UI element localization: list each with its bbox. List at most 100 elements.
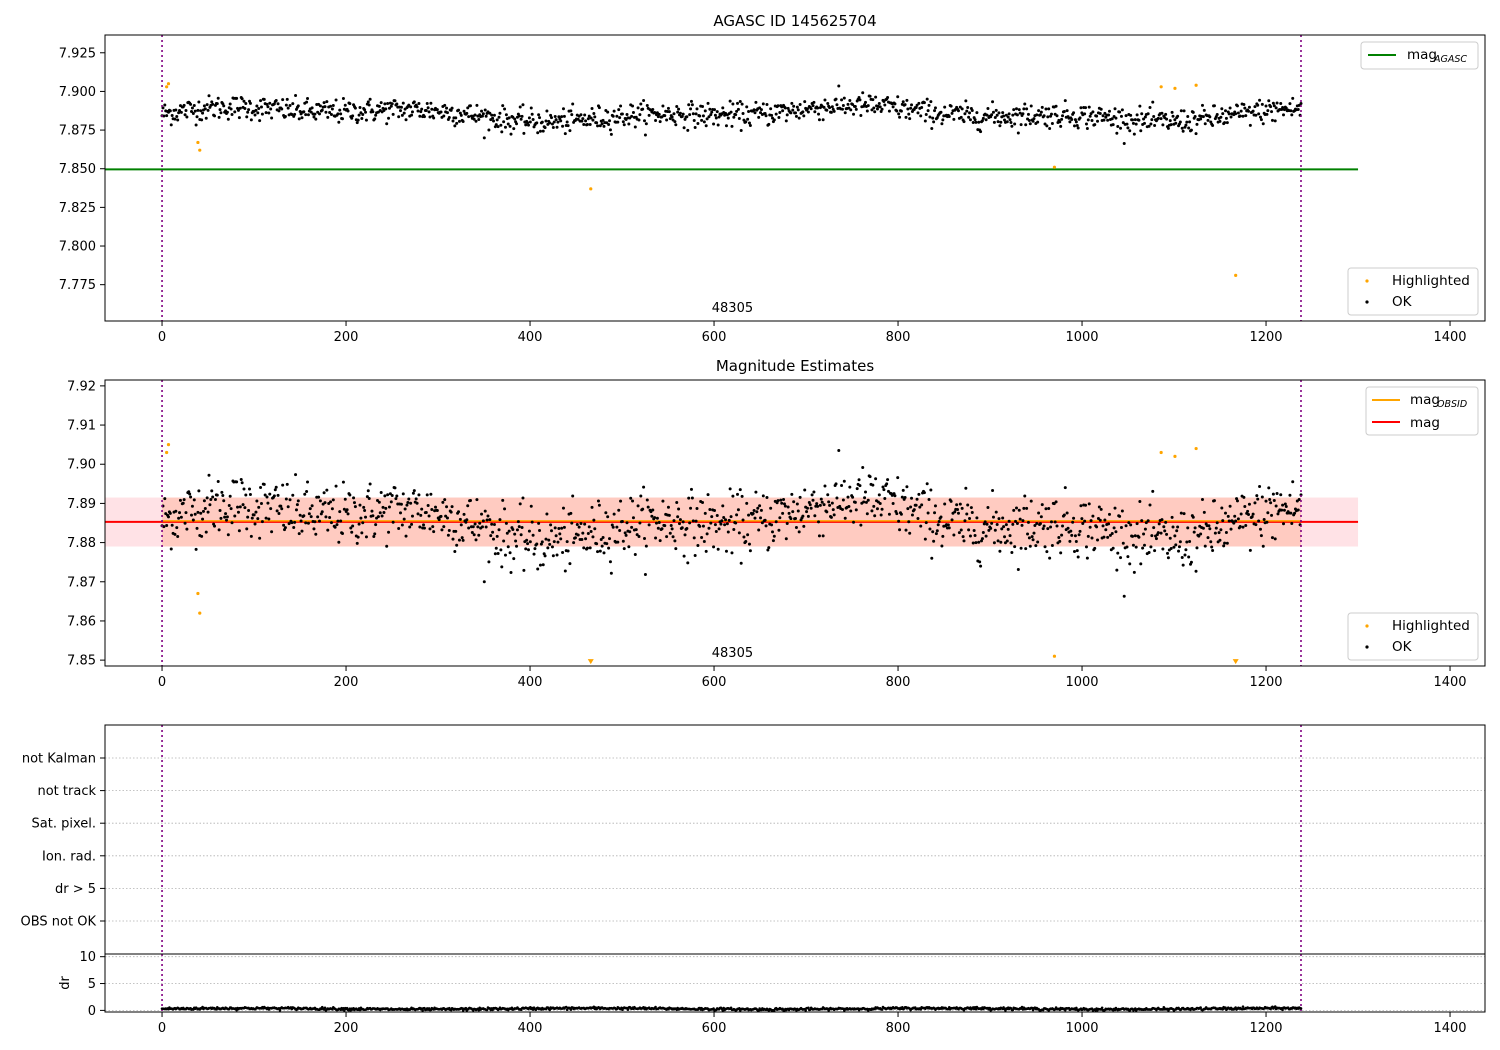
ok-point [394,497,398,501]
ok-point [1009,120,1013,124]
ok-point [384,506,388,510]
ok-point [1140,112,1144,116]
ok-point [1290,113,1294,117]
y-tick-label: 5 [88,977,96,992]
ok-point [373,117,377,121]
ok-point [689,99,693,103]
highlighted-point [198,148,202,152]
ok-point [702,120,706,124]
ok-point [1201,115,1205,119]
ok-point [722,516,726,520]
ok-point [666,505,670,509]
ok-point [915,497,919,501]
ok-point [819,497,823,501]
ok-point [912,508,916,512]
ok-point [1272,498,1276,502]
highlighted-point [165,450,169,455]
ok-point [644,544,648,548]
ok-point [559,537,563,541]
ok-point [973,534,977,538]
ok-point [794,111,798,115]
ok-point [715,110,719,114]
ok-point [1043,122,1047,126]
ok-point [794,114,798,118]
ok-point [619,499,623,503]
ok-point [401,101,405,105]
ok-point [364,118,368,122]
ok-point [794,525,798,529]
ok-point [236,510,240,514]
ok-point [296,499,300,503]
ok-point [351,114,355,118]
ok-point [858,484,862,488]
ok-point [480,114,484,118]
ok-point [931,116,935,120]
ok-point [185,115,189,119]
ok-point [709,521,713,525]
ok-point [538,563,542,567]
ok-point [919,524,923,528]
ok-point [1270,513,1274,517]
ok-point [360,531,364,535]
ok-point [1137,535,1141,539]
ok-point [1142,121,1146,125]
ok-point [1023,102,1027,106]
ok-point [339,519,343,523]
ok-point [420,107,424,111]
ok-point [280,107,284,111]
ok-point [1172,545,1176,549]
ok-point [399,109,403,113]
ok-point [990,521,994,525]
ok-point [1080,517,1084,521]
ok-point [455,121,459,125]
ok-point [1011,113,1015,117]
ok-point [218,508,222,512]
ok-point [435,508,439,512]
ok-point [381,505,385,509]
ok-point [230,113,234,117]
panel-agasc-obsid-label: 48305 [712,301,753,316]
flag-label: not track [37,784,96,799]
ok-point [1248,123,1252,127]
ok-point [719,522,723,526]
ok-point [1081,521,1085,525]
ok-point [694,519,698,523]
ok-point [531,117,535,121]
ok-point [968,118,972,122]
ok-point [702,540,706,544]
ok-point [729,515,733,519]
ok-point [1157,522,1161,526]
ok-point [1086,534,1090,538]
ok-point [487,560,491,564]
ok-point [239,477,243,481]
ok-point [228,494,232,498]
ok-point [1014,107,1018,111]
ok-point [790,101,794,105]
ok-point [508,551,512,555]
ok-point [189,495,193,499]
ok-point [512,557,516,561]
ok-point [446,533,450,537]
ok-point [400,523,404,527]
highlighted-point [1052,654,1057,658]
ok-point [930,556,934,560]
ok-point [313,520,317,524]
ok-point [246,515,250,519]
ok-point [1199,532,1203,536]
ok-point [553,115,557,119]
ok-point [486,514,490,518]
ok-point [705,532,709,536]
ok-point [840,98,844,102]
dr-point [880,1008,884,1011]
ok-point [1125,122,1129,126]
ok-point [933,106,937,110]
ok-point [1265,112,1269,116]
ok-point [1189,128,1193,132]
ok-point [530,520,534,524]
ok-point [475,103,479,107]
ok-point [190,110,194,114]
ok-point [1114,530,1118,534]
y-tick-label: 0 [88,1004,96,1019]
ok-point [1061,114,1065,118]
panel-dr-ylabel: dr [58,976,73,990]
